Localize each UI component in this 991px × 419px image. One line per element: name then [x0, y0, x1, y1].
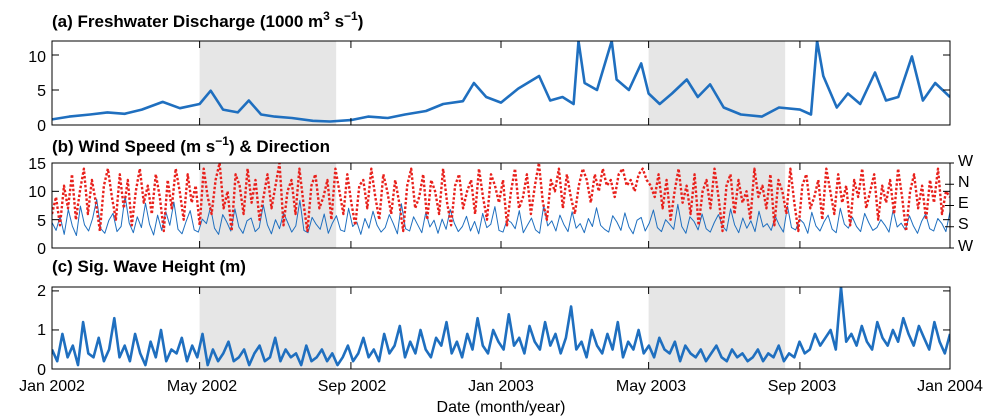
- x-axis: Jan 2002 May 2002 Sep 2002 Jan 2003 May …: [19, 378, 983, 416]
- x-tick-label: May 2002: [167, 378, 237, 395]
- panel-b-rtick-2: E: [958, 195, 969, 212]
- series-line-b-1: [52, 163, 950, 233]
- series-line-a-0: [52, 41, 950, 123]
- panel-c-ytick-0: 0: [37, 362, 46, 379]
- panel-b-plot: [51, 162, 954, 249]
- shaded-period-a-0: [199, 41, 337, 125]
- shaded-period-a-1: [648, 41, 786, 125]
- panel-b-rtick-3: S: [958, 216, 969, 233]
- series-line-b-0: [52, 195, 950, 236]
- panel-c-ytick-1: 1: [37, 322, 46, 339]
- panel-a-ytick-0: 0: [37, 118, 46, 135]
- panel-b-rtick-0: W: [958, 153, 974, 170]
- x-tick-label: Sep 2003: [768, 378, 837, 395]
- panel-b-ytick-1: 5: [37, 213, 46, 230]
- x-tick-label: Jan 2003: [468, 378, 534, 395]
- panel-c-ytick-2: 2: [37, 283, 46, 300]
- panel-a-ytick-2: 10: [28, 49, 46, 66]
- x-tick-label: Sep 2002: [318, 378, 387, 395]
- panel-b-rtick-4: W: [958, 238, 974, 255]
- x-axis-title: Date (month/year): [437, 399, 566, 416]
- panel-c: (c) Sig. Wave Height (m) 0 1 2: [37, 257, 951, 379]
- panel-b-title: (b) Wind Speed (m s−1) & Direction: [52, 134, 330, 156]
- panel-a-plot: [51, 40, 951, 126]
- panel-b: (b) Wind Speed (m s−1) & Direction 0 5 1…: [28, 134, 974, 258]
- panel-b-rtick-1: N: [958, 174, 970, 191]
- panel-a: (a) Freshwater Discharge (1000 m3 s−1) 0…: [28, 9, 951, 135]
- series-line-c-0: [52, 287, 950, 367]
- panel-b-ytick-2: 10: [28, 184, 46, 201]
- panel-a-title: (a) Freshwater Discharge (1000 m3 s−1): [52, 9, 363, 31]
- panel-c-title: (c) Sig. Wave Height (m): [52, 257, 246, 276]
- panel-a-ytick-1: 5: [37, 83, 46, 100]
- panel-c-plot: [51, 286, 951, 370]
- x-tick-label: Jan 2004: [917, 378, 983, 395]
- shaded-period-c-1: [648, 287, 786, 369]
- panel-b-ytick-3: 15: [28, 156, 46, 173]
- x-tick-label: May 2003: [616, 378, 686, 395]
- panel-b-ytick-0: 0: [37, 241, 46, 258]
- x-tick-label: Jan 2002: [19, 378, 85, 395]
